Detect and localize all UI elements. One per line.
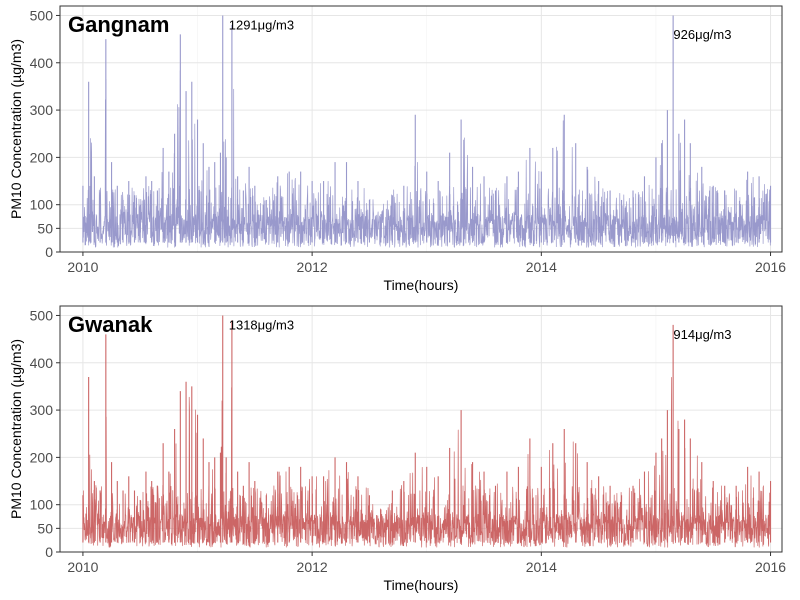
y-tick-label: 200	[30, 149, 54, 165]
y-tick-label: 100	[30, 497, 54, 513]
x-tick-label: 2012	[297, 559, 328, 575]
x-tick-label: 2010	[67, 259, 98, 275]
y-tick-label: 100	[30, 197, 54, 213]
x-tick-label: 2012	[297, 259, 328, 275]
peak-annotation: 926μg/m3	[673, 27, 731, 42]
y-tick-label: 400	[30, 55, 54, 71]
peak-annotation: 1318μg/m3	[229, 317, 294, 332]
y-axis-title: PM10 Concentration (µg/m3)	[8, 339, 24, 519]
plot-background	[60, 306, 782, 552]
panel-border	[59, 5, 783, 253]
y-tick-label: 0	[45, 544, 53, 560]
chart-panel-1: 0 50 100 200 300 400 500 2010 2012 2014 2016 Time(h…	[8, 5, 786, 293]
chart-panel-2: 0 50 100 200 300 400 500 2010 2012 2014 2016 Time(h…	[8, 305, 786, 593]
x-tick-label: 2016	[755, 559, 786, 575]
y-tick-label: 50	[37, 520, 53, 536]
y-tick-label: 500	[30, 307, 54, 323]
panel-title: Gangnam	[68, 12, 169, 37]
y-tick-label: 300	[30, 402, 54, 418]
y-tick-label: 500	[30, 7, 54, 23]
x-tick-label: 2010	[67, 559, 98, 575]
x-tick-label: 2016	[755, 259, 786, 275]
y-tick-label: 0	[45, 244, 53, 260]
panel-title: Gwanak	[68, 312, 153, 337]
x-axis-title: Time(hours)	[384, 577, 459, 593]
panel-border	[59, 305, 783, 553]
x-tick-label: 2014	[526, 259, 557, 275]
y-tick-label: 200	[30, 449, 54, 465]
y-axis-title: PM10 Concentration (µg/m3)	[8, 39, 24, 219]
peak-annotation: 1291μg/m3	[229, 17, 294, 32]
y-tick-label: 50	[37, 220, 53, 236]
x-axis-title: Time(hours)	[384, 277, 459, 293]
y-tick-label: 300	[30, 102, 54, 118]
x-tick-label: 2014	[526, 559, 557, 575]
y-tick-label: 400	[30, 355, 54, 371]
peak-annotation: 914μg/m3	[673, 327, 731, 342]
